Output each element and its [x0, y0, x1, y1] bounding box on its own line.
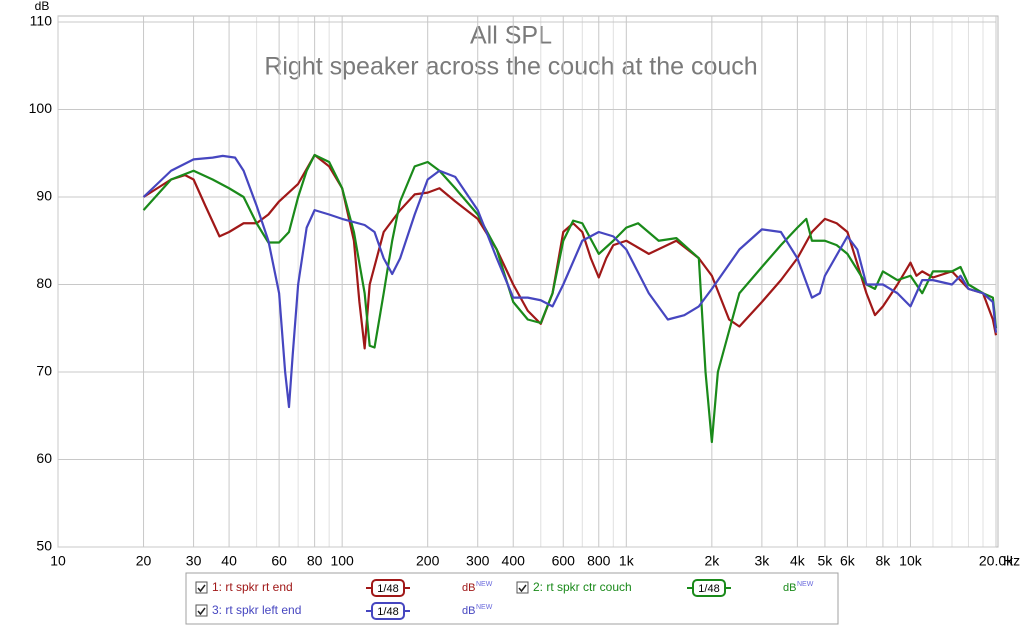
legend-smoothing: 1/48: [698, 583, 719, 595]
legend-entry: 3: rt spkr left end 1/48 dB NEW: [195, 602, 493, 620]
legend-smoothing: 1/48: [377, 583, 398, 595]
x-tick-label: 400: [502, 553, 526, 569]
legend-checkbox: [195, 581, 208, 594]
legend-label: 1: rt spkr rt end: [212, 580, 293, 594]
y-tick-label: 60: [36, 450, 52, 466]
y-tick-label: 110: [30, 13, 53, 29]
legend-unit: dB: [462, 605, 475, 617]
x-tick-label: 20: [136, 553, 152, 569]
legend-smoothing-box: [692, 579, 726, 597]
x-tick-label: 6k: [840, 553, 856, 569]
x-tick-label: 2k: [704, 553, 720, 569]
legend-check: [197, 584, 206, 593]
y-tick-label: 80: [36, 275, 52, 291]
x-tick-label: 30: [186, 553, 202, 569]
legend-badge: NEW: [476, 581, 493, 588]
x-tick-label: 200: [416, 553, 440, 569]
x-tick-label: 1k: [619, 553, 635, 569]
x-tick-label: 10k: [899, 553, 923, 569]
x-tick-label: 800: [587, 553, 611, 569]
legend-badge: NEW: [797, 581, 814, 588]
chart-title: All SPL: [470, 22, 552, 50]
y-tick-label: 100: [29, 100, 53, 116]
legend-label: 3: rt spkr left end: [212, 603, 301, 617]
plot-frame: [57, 15, 999, 548]
series-line: [142, 153, 998, 350]
grid: [57, 16, 997, 548]
legend-smoothing: 1/48: [377, 606, 398, 618]
x-tick-label: 40: [221, 553, 237, 569]
series-line: [142, 153, 998, 444]
series-line: [142, 154, 998, 409]
legend-checkbox: [516, 581, 529, 594]
legend-check: [518, 584, 527, 593]
x-tick-label: 5k: [818, 553, 834, 569]
y-tick-label: 70: [36, 363, 52, 379]
y-axis-label: dB: [35, 0, 50, 13]
x-tick-label: 10: [50, 553, 66, 569]
legend-unit: dB: [783, 582, 796, 594]
chart-subtitle: Right speaker across the couch at the co…: [264, 53, 757, 81]
x-tick-label: 4k: [790, 553, 806, 569]
legend-entry: 1: rt spkr rt end 1/48 dB NEW: [195, 579, 493, 597]
y-tick-label: 90: [36, 188, 52, 204]
legend-entry: 2: rt spkr ctr couch 1/48 dB NEW: [516, 579, 814, 597]
x-tick-label: 8k: [876, 553, 892, 569]
legend-unit: dB: [462, 582, 475, 594]
legend: [185, 572, 839, 625]
x-tick-label: 80: [307, 553, 323, 569]
x-axis-label: Hz: [1003, 553, 1020, 569]
legend-checkbox: [195, 604, 208, 617]
x-tick-label: 3k: [754, 553, 770, 569]
legend-smoothing-box: [371, 579, 405, 597]
y-tick-label: 50: [36, 538, 52, 554]
x-tick-label: 20.0k: [979, 553, 1014, 569]
legend-smoothing-box: [371, 602, 405, 620]
legend-label: 2: rt spkr ctr couch: [533, 580, 632, 594]
x-tick-label: 300: [466, 553, 490, 569]
legend-check: [197, 607, 206, 616]
x-tick-label: 60: [271, 553, 287, 569]
x-tick-label: 100: [330, 553, 354, 569]
legend-badge: NEW: [476, 604, 493, 611]
x-tick-label: 600: [552, 553, 576, 569]
